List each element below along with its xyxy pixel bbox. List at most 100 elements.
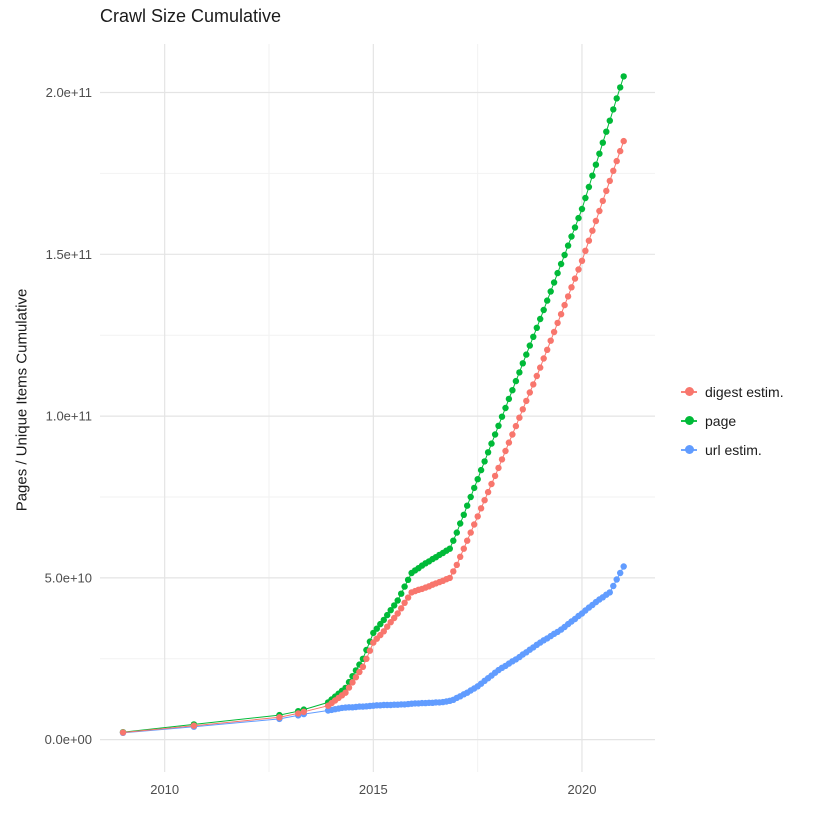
data-point-page bbox=[377, 620, 384, 628]
data-point-digest-estim bbox=[474, 513, 481, 520]
data-point-digest-estim bbox=[366, 647, 374, 654]
data-point-page bbox=[370, 629, 377, 637]
data-point-page bbox=[596, 150, 603, 157]
data-point-digest-estim bbox=[578, 257, 586, 264]
data-point-digest-estim bbox=[464, 537, 471, 544]
data-point-digest-estim bbox=[526, 389, 533, 396]
data-point-digest-estim bbox=[589, 227, 596, 234]
data-point-digest-estim bbox=[457, 553, 464, 560]
legend-dot-icon bbox=[684, 416, 694, 425]
data-point-digest-estim bbox=[349, 679, 356, 686]
data-point-digest-estim bbox=[575, 266, 582, 273]
data-point-page bbox=[394, 597, 401, 604]
data-point-page bbox=[491, 431, 499, 438]
data-point-digest-estim bbox=[295, 710, 302, 717]
data-point-page bbox=[540, 306, 547, 314]
data-point-digest-estim bbox=[533, 372, 540, 380]
data-point-digest-estim bbox=[391, 614, 398, 622]
data-point-digest-estim bbox=[606, 177, 613, 185]
data-point-page bbox=[387, 607, 394, 614]
data-point-digest-estim bbox=[387, 619, 394, 626]
data-point-digest-estim bbox=[404, 594, 412, 601]
x-tick-label: 2015 bbox=[359, 782, 388, 797]
data-point-page bbox=[537, 315, 544, 323]
y-axis-title: Pages / Unique Items Cumulative bbox=[13, 288, 31, 512]
data-point-digest-estim bbox=[557, 311, 565, 318]
data-point-digest-estim bbox=[561, 301, 568, 309]
data-point-digest-estim bbox=[477, 505, 485, 512]
data-point-digest-estim bbox=[342, 689, 349, 696]
data-point-page bbox=[585, 183, 593, 191]
data-point-page bbox=[606, 117, 613, 124]
data-point-digest-estim bbox=[592, 217, 600, 225]
data-point-digest-estim bbox=[394, 610, 401, 617]
data-point-page bbox=[589, 172, 596, 179]
data-point-digest-estim bbox=[523, 397, 530, 405]
data-point-page bbox=[613, 95, 620, 102]
legend-key-digest bbox=[681, 384, 697, 400]
data-point-page bbox=[509, 387, 516, 394]
data-point-page bbox=[599, 139, 606, 146]
legend-dot-icon bbox=[684, 445, 694, 454]
data-point-url-estim bbox=[617, 569, 624, 577]
legend-key-page bbox=[681, 413, 697, 429]
data-point-digest-estim bbox=[509, 431, 516, 438]
data-point-page bbox=[582, 194, 589, 202]
data-point-digest-estim bbox=[398, 605, 405, 612]
series-digest-estim bbox=[119, 137, 627, 736]
data-point-digest-estim bbox=[540, 355, 547, 362]
data-point-digest-estim bbox=[603, 187, 610, 195]
legend: digest estim. page url estim. bbox=[681, 382, 784, 459]
data-point-page bbox=[453, 529, 460, 536]
legend-item-digest-estim: digest estim. bbox=[681, 382, 784, 401]
data-point-page bbox=[502, 404, 509, 412]
data-point-digest-estim bbox=[119, 729, 127, 736]
data-point-page bbox=[592, 161, 600, 168]
data-point-url-estim bbox=[613, 576, 620, 583]
legend-dot-icon bbox=[684, 387, 694, 396]
data-point-page bbox=[617, 84, 624, 91]
data-point-digest-estim bbox=[568, 284, 575, 291]
data-point-page bbox=[575, 214, 582, 222]
data-point-page bbox=[498, 413, 506, 420]
data-point-page bbox=[519, 360, 526, 367]
data-point-page bbox=[380, 616, 387, 624]
data-point-page bbox=[547, 288, 554, 295]
data-point-page bbox=[471, 484, 478, 492]
data-point-page bbox=[533, 324, 540, 331]
data-point-digest-estim bbox=[613, 157, 620, 165]
data-point-page bbox=[550, 279, 558, 286]
data-point-page bbox=[401, 583, 408, 590]
data-point-digest-estim bbox=[582, 247, 589, 254]
chart-title: Crawl Size Cumulative bbox=[100, 6, 282, 26]
data-point-page bbox=[571, 224, 579, 231]
data-point-digest-estim bbox=[498, 456, 506, 463]
data-point-digest-estim bbox=[599, 197, 606, 205]
data-point-digest-estim bbox=[550, 328, 558, 336]
data-point-digest-estim bbox=[300, 708, 307, 715]
data-point-digest-estim bbox=[564, 293, 572, 300]
x-tick-label: 2020 bbox=[568, 782, 597, 797]
data-point-page bbox=[554, 269, 561, 277]
data-point-page bbox=[530, 333, 537, 340]
y-tick-label: 5.0e+10 bbox=[45, 570, 92, 585]
data-point-digest-estim bbox=[352, 674, 360, 681]
data-point-digest-estim bbox=[467, 529, 474, 536]
data-point-page bbox=[474, 476, 481, 483]
data-point-digest-estim bbox=[481, 497, 488, 504]
data-point-digest-estim bbox=[516, 414, 523, 421]
series-page bbox=[119, 73, 627, 736]
data-point-digest-estim bbox=[495, 464, 502, 472]
data-point-digest-estim bbox=[276, 714, 283, 721]
data-point-page bbox=[526, 342, 533, 349]
data-point-digest-estim bbox=[471, 521, 478, 528]
data-point-digest-estim bbox=[380, 628, 387, 635]
data-point-digest-estim bbox=[571, 275, 579, 282]
data-point-digest-estim bbox=[617, 147, 624, 155]
data-point-digest-estim bbox=[585, 237, 593, 244]
data-point-digest-estim bbox=[190, 722, 198, 729]
data-point-page bbox=[488, 440, 495, 447]
data-point-digest-estim bbox=[484, 488, 492, 496]
data-point-page bbox=[516, 369, 523, 376]
data-point-digest-estim bbox=[505, 439, 513, 446]
